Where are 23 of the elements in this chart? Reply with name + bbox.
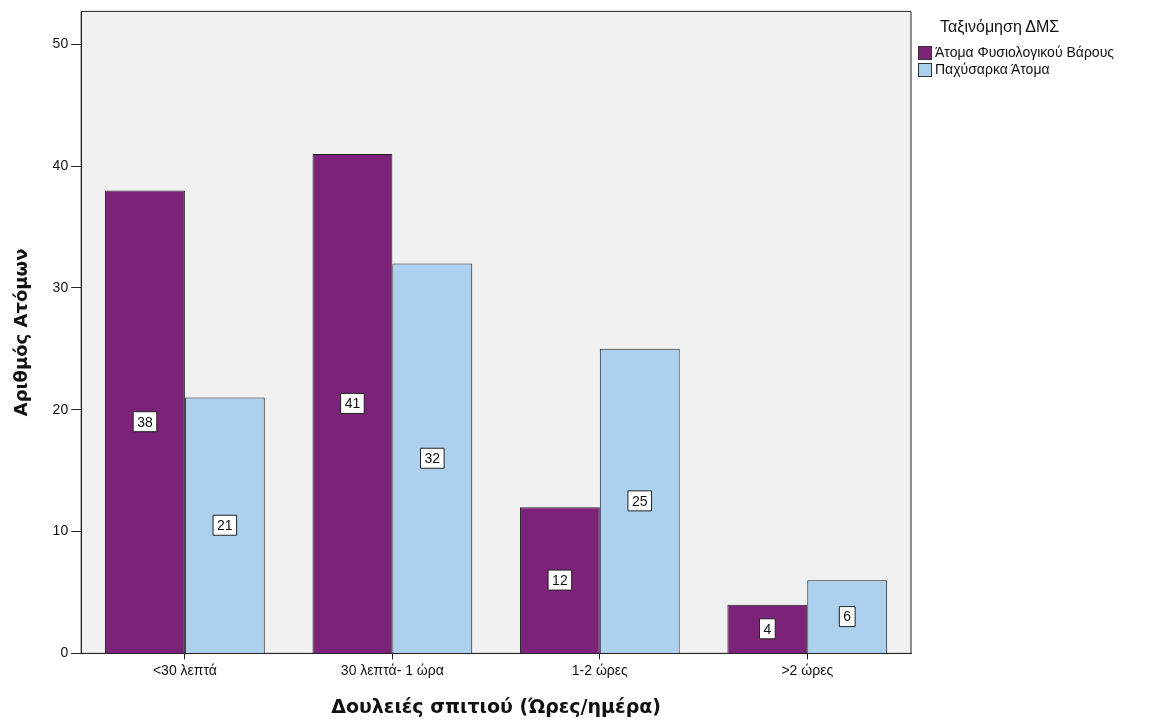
- data-label: 32: [424, 450, 441, 467]
- y-tick-label: 0: [60, 644, 69, 661]
- y-axis-title: Αριθμός Ατόμων: [10, 248, 32, 417]
- data-label: 6: [843, 608, 852, 625]
- y-tick-label: 30: [52, 278, 69, 295]
- y-tick-label: 50: [52, 35, 69, 52]
- y-tick-label: 10: [52, 522, 69, 539]
- data-label: 4: [763, 620, 772, 637]
- data-label: 38: [137, 413, 153, 430]
- x-tick-label: 30 λεπτά- 1 ώρα: [340, 661, 444, 678]
- legend-title: Ταξινόμηση ΔΜΣ: [940, 18, 1061, 36]
- x-tick-label: <30 λεπτά: [152, 661, 217, 678]
- x-tick-label: >2 ώρες: [781, 661, 834, 678]
- x-axis-title: Δουλειές σπιτιού (Ώρες/ημέρα): [331, 694, 661, 717]
- legend-label: Άτομα Φυσιολογικού Βάρους: [935, 44, 1115, 60]
- legend-label: Παχύσαρκα Άτομα: [935, 61, 1050, 77]
- y-tick-label: 20: [52, 400, 69, 417]
- data-label: 41: [344, 395, 361, 412]
- data-label: 12: [552, 571, 568, 588]
- y-tick-label: 40: [52, 156, 69, 173]
- x-tick-label: 1-2 ώρες: [571, 661, 629, 678]
- data-label: 25: [631, 492, 648, 509]
- data-label: 21: [217, 517, 233, 534]
